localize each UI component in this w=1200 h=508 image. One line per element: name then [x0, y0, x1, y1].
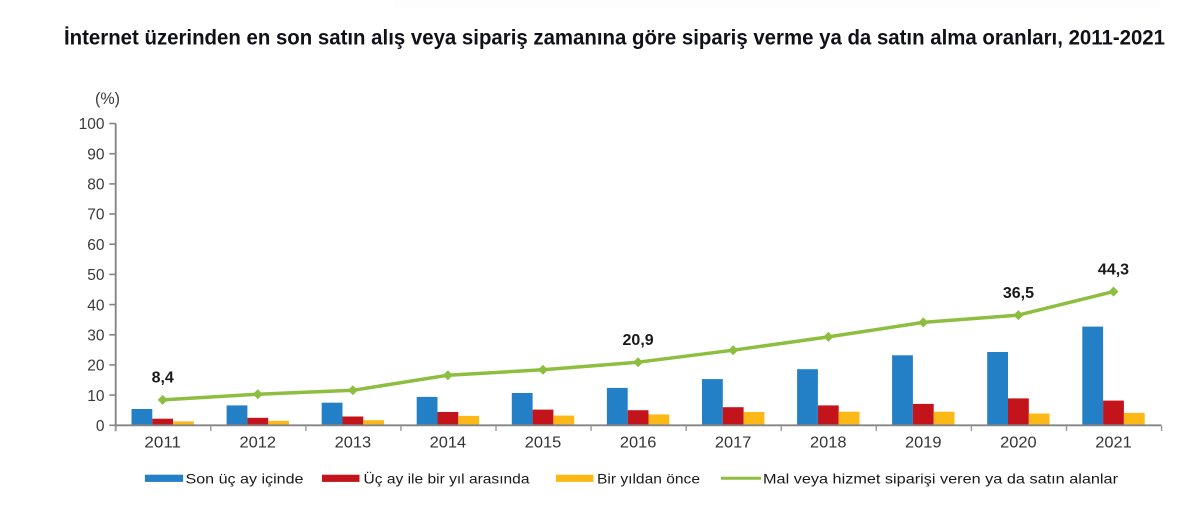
svg-text:2021: 2021	[1095, 435, 1132, 452]
svg-text:2013: 2013	[335, 435, 372, 452]
svg-text:20: 20	[87, 358, 105, 375]
svg-text:70: 70	[87, 207, 105, 224]
svg-text:10: 10	[87, 388, 105, 405]
svg-text:20,9: 20,9	[623, 332, 654, 349]
svg-text:40: 40	[87, 297, 105, 314]
svg-text:36,5: 36,5	[1003, 285, 1034, 302]
svg-text:80: 80	[87, 177, 105, 194]
svg-text:İnternet üzerinden en son satı: İnternet üzerinden en son satın alış vey…	[64, 27, 1165, 50]
svg-text:Üç ay ile bir yıl arasında: Üç ay ile bir yıl arasında	[364, 469, 530, 486]
svg-text:0: 0	[96, 418, 105, 435]
svg-text:2016: 2016	[620, 435, 657, 452]
svg-text:2012: 2012	[240, 435, 277, 452]
svg-text:Son üç ay içinde: Son üç ay içinde	[186, 470, 304, 486]
svg-text:2014: 2014	[430, 435, 467, 452]
svg-text:Bir yıldan önce: Bir yıldan önce	[597, 470, 700, 486]
svg-text:2017: 2017	[715, 435, 752, 452]
svg-text:90: 90	[87, 146, 105, 163]
svg-text:50: 50	[87, 267, 105, 284]
svg-text:100: 100	[79, 116, 105, 133]
svg-text:2015: 2015	[525, 435, 562, 452]
svg-text:(%): (%)	[95, 89, 120, 108]
svg-text:8,4: 8,4	[152, 370, 174, 387]
svg-text:44,3: 44,3	[1098, 261, 1129, 278]
svg-text:30: 30	[87, 328, 105, 345]
svg-text:2019: 2019	[905, 435, 942, 452]
svg-text:Mal veya hizmet siparişi veren: Mal veya hizmet siparişi veren ya da sat…	[763, 470, 1118, 486]
svg-text:2020: 2020	[1000, 435, 1037, 452]
svg-text:2011: 2011	[144, 435, 181, 452]
svg-text:60: 60	[87, 237, 105, 254]
svg-text:2018: 2018	[810, 435, 847, 452]
